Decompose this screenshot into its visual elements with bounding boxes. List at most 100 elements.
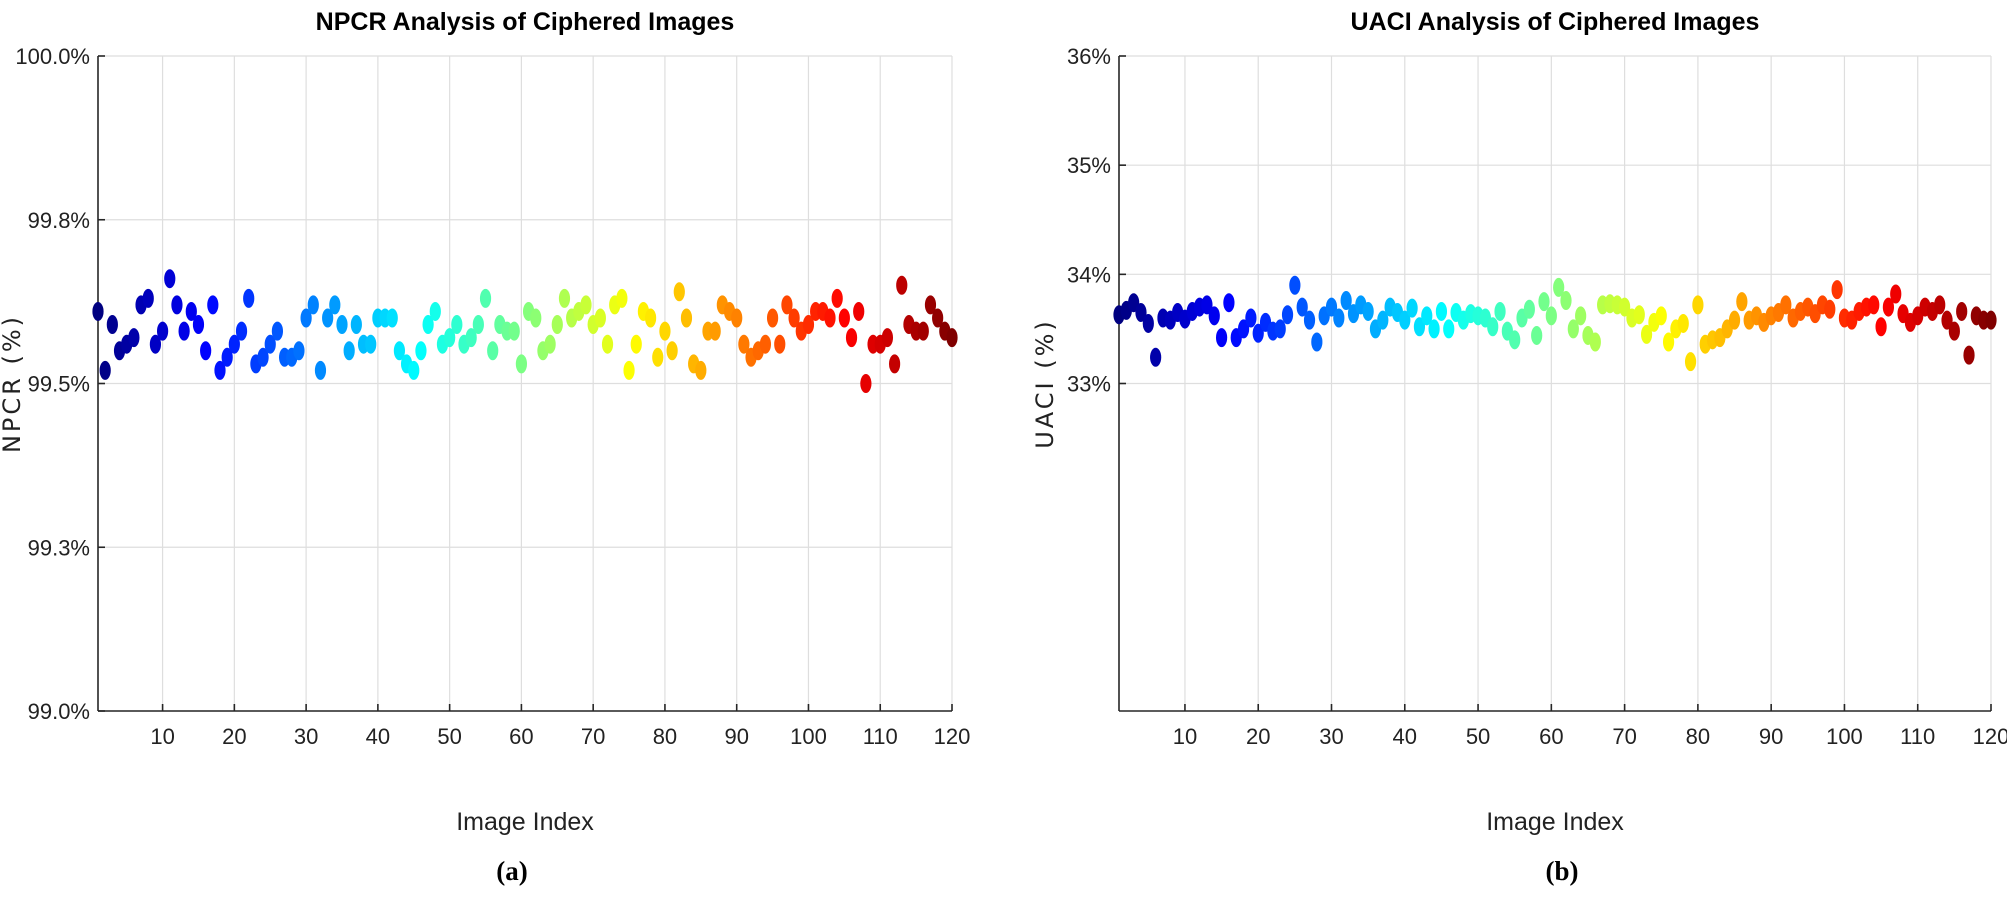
data-point: [257, 347, 269, 367]
data-point: [465, 328, 477, 348]
data-point: [142, 288, 154, 308]
data-point: [515, 354, 528, 374]
data-point: [1208, 306, 1220, 326]
y-tick-label: 34%: [1067, 262, 1111, 287]
data-point: [1684, 352, 1697, 372]
data-point: [709, 321, 721, 341]
data-point: [1875, 317, 1887, 337]
data-point: [415, 341, 427, 361]
data-point: [1531, 325, 1543, 345]
data-point: [838, 308, 850, 328]
data-point: [924, 295, 937, 315]
data-point: [616, 288, 628, 308]
data-point: [1135, 303, 1147, 323]
npcr-chart: 10 20 30 40 50 60 70 80 90 100 110 120 99.0% 99.3% 99.…: [0, 8, 970, 886]
x-tick-label: 30: [294, 724, 318, 749]
x-tick-label: 60: [509, 724, 533, 749]
data-point: [1941, 310, 1953, 330]
data-point: [1325, 297, 1338, 317]
data-point: [487, 341, 499, 361]
data-point: [508, 321, 520, 341]
data-point: [343, 341, 355, 361]
data-point: [264, 334, 276, 354]
data-point: [881, 328, 894, 348]
figure-caption: (a): [496, 856, 527, 886]
data-point: [1296, 297, 1308, 317]
data-point: [1633, 305, 1645, 325]
data-point: [243, 288, 255, 308]
data-point: [680, 308, 693, 328]
data-point: [1245, 308, 1257, 328]
y-tick-label: 99.5%: [28, 372, 90, 397]
data-point: [1223, 293, 1235, 313]
data-point: [1237, 319, 1250, 339]
y-tick-label: 99.0%: [28, 699, 90, 724]
data-point: [666, 341, 678, 361]
data-point: [1435, 301, 1448, 321]
data-point: [307, 295, 319, 315]
data-point: [774, 334, 786, 354]
x-tick-label: 90: [724, 724, 748, 749]
data-point: [314, 360, 327, 380]
x-tick-label: 80: [1686, 724, 1710, 749]
x-tick-label: 10: [1173, 724, 1197, 749]
data-point: [601, 334, 614, 354]
data-point: [1560, 291, 1572, 311]
data-point: [896, 275, 908, 295]
data-point: [853, 301, 865, 321]
data-point: [329, 295, 341, 315]
data-point: [207, 295, 219, 315]
data-point: [479, 288, 492, 308]
x-tick-label: 60: [1539, 724, 1563, 749]
x-tick-label: 110: [1900, 724, 1935, 749]
x-tick-label: 40: [1393, 724, 1417, 749]
data-point: [644, 308, 657, 328]
data-point: [1692, 295, 1704, 315]
data-point: [1831, 280, 1843, 300]
x-tick-label: 20: [222, 724, 246, 749]
x-tick-label: 40: [366, 724, 390, 749]
uaci-chart: 10 20 30 40 50 60 70 80 90 100 110 120 33% 34% 35% 36% U…: [1031, 8, 2007, 886]
data-point: [128, 328, 140, 348]
data-point: [271, 321, 284, 341]
data-point: [802, 315, 815, 335]
data-point: [630, 334, 642, 354]
data-point: [1509, 330, 1521, 350]
data-point: [1281, 305, 1294, 325]
data-point: [1963, 345, 1975, 365]
data-point: [293, 341, 305, 361]
data-point: [164, 269, 176, 289]
data-point: [422, 315, 434, 335]
x-tick-label: 10: [150, 724, 174, 749]
chart-title: NPCR Analysis of Ciphered Images: [316, 8, 735, 36]
data-point: [444, 328, 456, 348]
y-tick-label: 100.0%: [15, 44, 90, 69]
data-point: [1677, 313, 1689, 333]
data-point: [106, 315, 118, 335]
data-point: [544, 334, 556, 354]
data-point: [888, 354, 901, 374]
data-point: [214, 360, 226, 380]
data-point: [917, 321, 929, 341]
x-tick-label: 50: [1466, 724, 1490, 749]
data-point: [171, 295, 183, 315]
data-point: [472, 315, 484, 335]
data-point: [623, 360, 635, 380]
data-point: [551, 315, 563, 335]
data-point: [788, 308, 800, 328]
data-point: [1890, 284, 1902, 304]
x-tick-label: 70: [1612, 724, 1636, 749]
data-point: [408, 360, 420, 380]
data-point: [322, 308, 334, 328]
data-point: [1619, 297, 1631, 317]
data-point: [1662, 332, 1675, 352]
x-axis-label: Image Index: [1486, 808, 1624, 836]
data-point: [946, 328, 958, 348]
data-point: [1289, 275, 1301, 295]
y-axis-label: NPCR (%): [0, 314, 26, 453]
data-point: [1340, 291, 1352, 311]
data-point: [1311, 332, 1323, 352]
data-point: [738, 334, 750, 354]
data-point: [1948, 321, 1960, 341]
data-point: [1215, 328, 1228, 348]
